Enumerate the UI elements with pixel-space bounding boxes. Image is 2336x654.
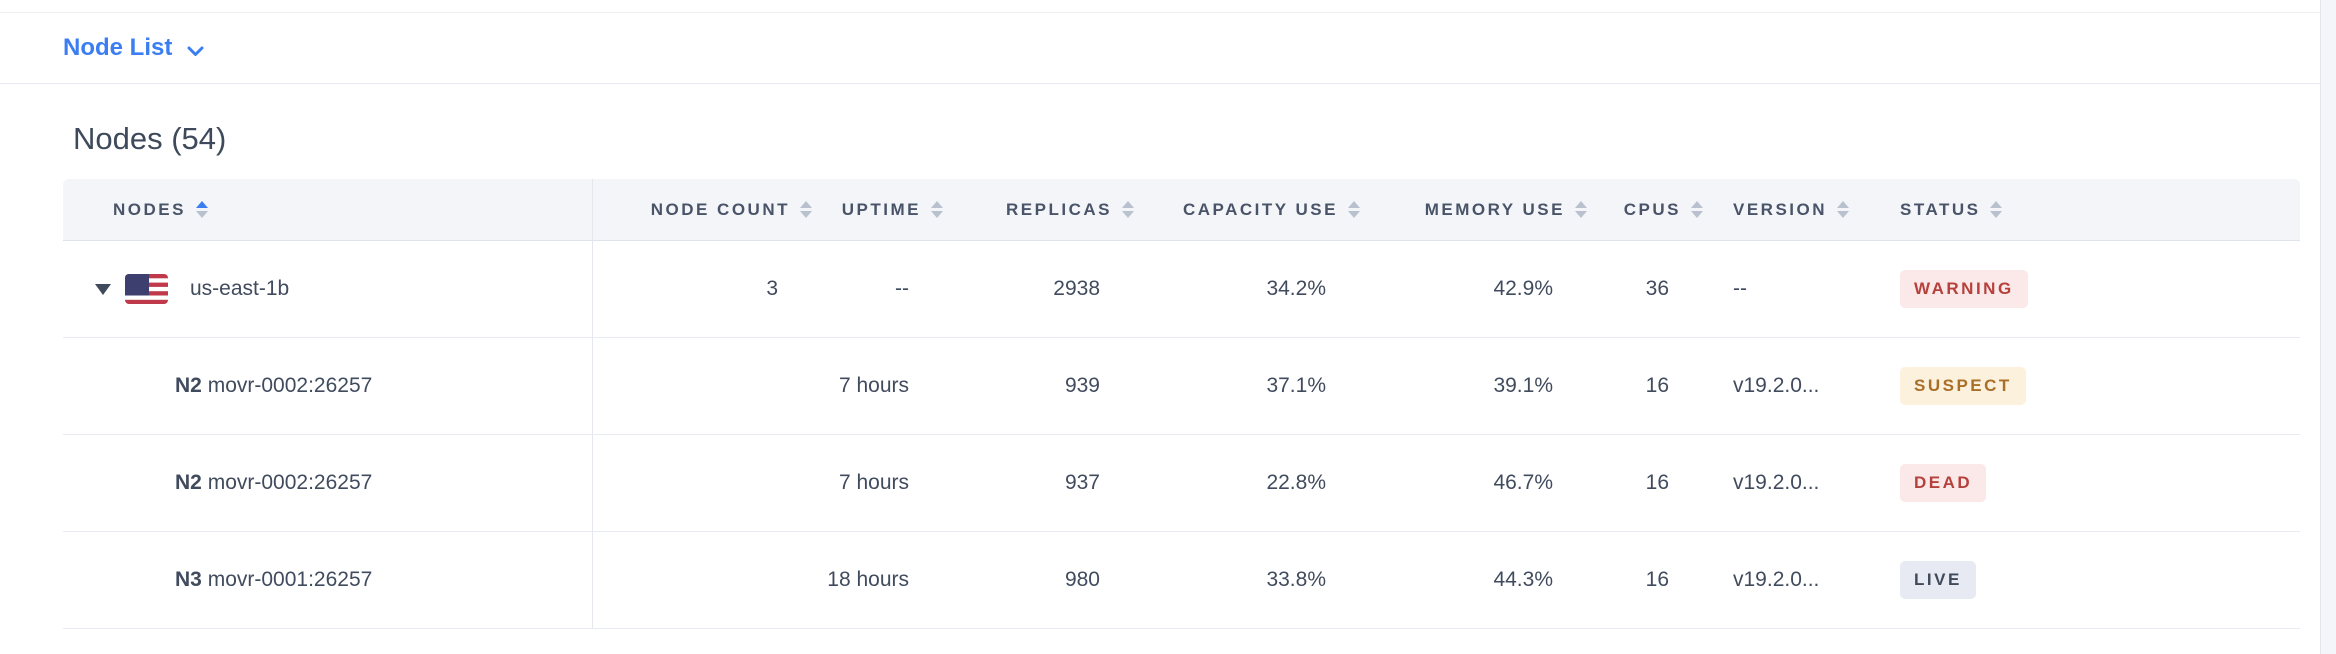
- sort-icon: [1575, 201, 1587, 218]
- table-row-region: us-east-1b 3 -- 2938 34.2% 42.9% 36 -- W…: [63, 241, 2300, 338]
- node-count-cell: [593, 435, 812, 532]
- version-cell: v19.2.0...: [1703, 435, 1878, 532]
- column-header-status[interactable]: STATUS: [1878, 179, 2300, 241]
- version-cell: v19.2.0...: [1703, 338, 1878, 435]
- nodes-cell: N2 movr-0002:26257: [63, 435, 593, 532]
- sort-icon: [800, 201, 812, 218]
- collapse-caret-icon[interactable]: [95, 283, 111, 295]
- sort-icon: [1122, 201, 1134, 218]
- table-header-row: NODES NODE COUNT UPTIME: [63, 179, 2300, 241]
- table-row-node: N3 movr-0001:26257 18 hours 980 33.8% 44…: [63, 532, 2300, 629]
- column-header-capacity-use[interactable]: CAPACITY USE: [1134, 179, 1360, 241]
- status-badge: LIVE: [1900, 560, 1976, 600]
- column-label: REPLICAS: [1006, 199, 1112, 219]
- column-label: CAPACITY USE: [1182, 199, 1338, 219]
- capacity-use-cell: 22.8%: [1134, 435, 1360, 532]
- memory-use-cell: 44.3%: [1360, 532, 1587, 629]
- top-divider: [0, 0, 2320, 13]
- sort-icon: [1837, 201, 1850, 218]
- node-address: movr-0002:26257: [207, 471, 373, 494]
- node-id: N2: [175, 471, 202, 494]
- sort-icon: [195, 201, 208, 218]
- replicas-cell: 939: [943, 338, 1134, 435]
- region-name: us-east-1b: [190, 277, 290, 300]
- replicas-cell: 2938: [943, 241, 1134, 338]
- column-label: VERSION: [1733, 199, 1828, 219]
- column-header-memory-use[interactable]: MEMORY USE: [1360, 179, 1587, 241]
- sort-icon: [1691, 201, 1703, 218]
- node-count-cell: [593, 338, 812, 435]
- nodes-table: NODES NODE COUNT UPTIME: [63, 179, 2300, 629]
- column-label: NODES: [113, 199, 186, 219]
- nodes-cell: us-east-1b: [63, 241, 593, 338]
- version-cell: v19.2.0...: [1703, 532, 1878, 629]
- us-flag-icon: [125, 274, 168, 304]
- table-row-node: N2 movr-0002:26257 7 hours 937 22.8% 46.…: [63, 435, 2300, 532]
- status-cell: WARNING: [1878, 241, 2300, 338]
- capacity-use-cell: 34.2%: [1134, 241, 1360, 338]
- memory-use-cell: 42.9%: [1360, 241, 1587, 338]
- column-label: MEMORY USE: [1424, 199, 1565, 219]
- uptime-cell: --: [812, 241, 943, 338]
- status-cell: LIVE: [1878, 532, 2300, 629]
- uptime-cell: 7 hours: [812, 338, 943, 435]
- status-badge: WARNING: [1900, 269, 2028, 309]
- replicas-cell: 937: [943, 435, 1134, 532]
- memory-use-cell: 46.7%: [1360, 435, 1587, 532]
- column-label: UPTIME: [841, 199, 921, 219]
- column-header-replicas[interactable]: REPLICAS: [943, 179, 1134, 241]
- cpus-cell: 36: [1587, 241, 1703, 338]
- column-label: STATUS: [1900, 199, 1981, 219]
- node-count-cell: [593, 532, 812, 629]
- cpus-cell: 16: [1587, 338, 1703, 435]
- column-header-uptime[interactable]: UPTIME: [812, 179, 943, 241]
- sort-icon: [1348, 201, 1360, 218]
- breadcrumb-bar: Node List: [0, 13, 2320, 84]
- column-header-version[interactable]: VERSION: [1703, 179, 1878, 241]
- chevron-down-icon: [187, 36, 204, 64]
- capacity-use-cell: 33.8%: [1134, 532, 1360, 629]
- column-header-nodes[interactable]: NODES: [63, 179, 593, 241]
- nodes-cell: N3 movr-0001:26257: [63, 532, 593, 629]
- cpus-cell: 16: [1587, 532, 1703, 629]
- nodes-cell: N2 movr-0002:26257: [63, 338, 593, 435]
- node-id: N3: [175, 568, 202, 591]
- node-count-cell: 3: [593, 241, 812, 338]
- node-address: movr-0001:26257: [207, 568, 373, 591]
- version-cell: --: [1703, 241, 1878, 338]
- replicas-cell: 980: [943, 532, 1134, 629]
- sort-icon: [931, 201, 943, 218]
- column-label: NODE COUNT: [650, 199, 790, 219]
- uptime-cell: 7 hours: [812, 435, 943, 532]
- node-id: N2: [175, 374, 202, 397]
- status-cell: SUSPECT: [1878, 338, 2300, 435]
- column-header-cpus[interactable]: CPUS: [1587, 179, 1703, 241]
- status-badge: DEAD: [1900, 463, 1987, 503]
- node-address: movr-0002:26257: [207, 374, 373, 397]
- memory-use-cell: 39.1%: [1360, 338, 1587, 435]
- table-row-node: N2 movr-0002:26257 7 hours 939 37.1% 39.…: [63, 338, 2300, 435]
- capacity-use-cell: 37.1%: [1134, 338, 1360, 435]
- status-badge: SUSPECT: [1900, 366, 2026, 406]
- status-cell: DEAD: [1878, 435, 2300, 532]
- node-list-dropdown[interactable]: Node List: [63, 33, 204, 64]
- page-title: Nodes (54): [73, 121, 227, 156]
- column-header-node-count[interactable]: NODE COUNT: [593, 179, 812, 241]
- uptime-cell: 18 hours: [812, 532, 943, 629]
- sort-icon: [1990, 201, 2003, 218]
- cpus-cell: 16: [1587, 435, 1703, 532]
- breadcrumb-label: Node List: [63, 34, 173, 61]
- column-label: CPUS: [1623, 199, 1681, 219]
